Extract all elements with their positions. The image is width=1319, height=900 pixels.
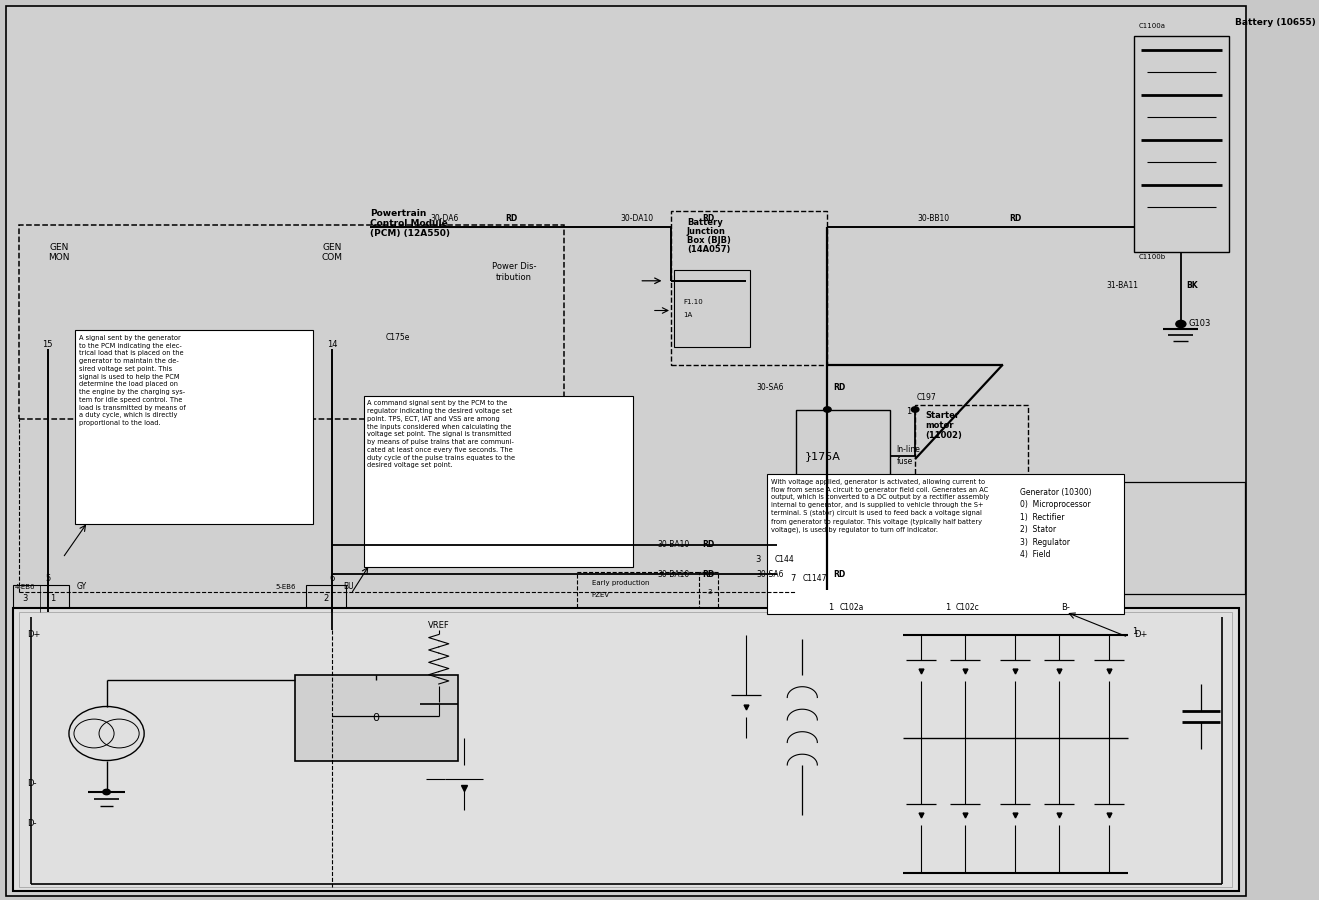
Text: Battery (10655): Battery (10655)	[1235, 18, 1315, 27]
Text: RD: RD	[1009, 214, 1021, 223]
Text: 5: 5	[45, 574, 50, 583]
Text: 0: 0	[372, 713, 380, 723]
Text: C1100a: C1100a	[1138, 22, 1165, 29]
Text: 4-EB6: 4-EB6	[15, 584, 36, 590]
Text: D+: D+	[28, 630, 41, 639]
Text: B-: B-	[1060, 603, 1070, 612]
Text: RD: RD	[834, 570, 845, 579]
Text: fuse: fuse	[897, 457, 913, 466]
Text: Generator (10300)
0)  Microprocessor
1)  Rectifier
2)  Stator
3)  Regulator
4)  : Generator (10300) 0) Microprocessor 1) R…	[1021, 488, 1092, 559]
Text: 1: 1	[906, 407, 911, 416]
Circle shape	[911, 407, 919, 412]
Text: 1: 1	[828, 603, 834, 612]
Text: 3: 3	[756, 555, 761, 564]
Text: GEN
MON: GEN MON	[49, 243, 70, 263]
Bar	[294, 675, 458, 760]
Bar	[364, 396, 633, 567]
Text: C102c: C102c	[955, 603, 979, 612]
Text: C102a: C102a	[840, 603, 864, 612]
Bar	[768, 474, 1125, 614]
Bar	[1134, 36, 1228, 252]
Bar	[306, 585, 346, 612]
Text: C175e: C175e	[386, 333, 410, 342]
Text: BU: BU	[343, 582, 353, 591]
Text: 15: 15	[42, 340, 53, 349]
Text: Power Dis-
tribution: Power Dis- tribution	[492, 262, 537, 282]
Text: 1: 1	[50, 594, 55, 603]
Text: (PCM) (12A550): (PCM) (12A550)	[369, 229, 450, 238]
Text: 14: 14	[327, 340, 338, 349]
Text: GY: GY	[77, 582, 87, 591]
Text: RD: RD	[834, 382, 845, 392]
Circle shape	[823, 501, 831, 507]
Text: 1: 1	[944, 603, 950, 612]
Text: Box (BJB): Box (BJB)	[687, 236, 731, 245]
Circle shape	[1175, 320, 1186, 328]
Bar	[674, 270, 749, 346]
Text: D-: D-	[28, 778, 37, 788]
Text: 30-DA10: 30-DA10	[620, 214, 654, 223]
Bar	[75, 330, 314, 524]
Text: 2: 2	[323, 594, 328, 603]
Text: }175A: }175A	[805, 451, 840, 462]
Bar	[699, 572, 719, 612]
Text: C1147: C1147	[802, 574, 827, 583]
Text: C144: C144	[774, 555, 794, 564]
Text: 3: 3	[707, 590, 712, 595]
Text: 1: 1	[1132, 627, 1137, 636]
Text: RD: RD	[702, 214, 715, 223]
Bar	[797, 410, 890, 504]
Text: 30-BB10: 30-BB10	[918, 214, 950, 223]
Text: A command signal sent by the PCM to the
regulator indicating the desired voltage: A command signal sent by the PCM to the …	[367, 400, 516, 469]
Text: 5-EB6: 5-EB6	[276, 584, 295, 590]
Text: 6: 6	[330, 574, 335, 583]
Text: 30-SA6: 30-SA6	[756, 570, 783, 579]
Text: (14A057): (14A057)	[687, 245, 731, 254]
Text: RD: RD	[505, 214, 517, 223]
Text: C1100b: C1100b	[1138, 254, 1166, 260]
Text: 1A: 1A	[683, 312, 692, 318]
Text: Junction: Junction	[687, 227, 725, 236]
Bar	[18, 225, 565, 418]
Text: 30-DA6: 30-DA6	[431, 214, 459, 223]
Bar	[670, 212, 827, 364]
Text: Powertrain: Powertrain	[369, 209, 426, 218]
Bar	[1013, 482, 1245, 594]
Text: VREF: VREF	[427, 621, 450, 630]
Text: G103: G103	[1188, 320, 1211, 328]
Text: With voltage applied, generator is activated, allowing current to
flow from sens: With voltage applied, generator is activ…	[770, 479, 989, 533]
Bar	[18, 612, 1232, 886]
Text: 7: 7	[790, 574, 797, 583]
Text: 3: 3	[22, 594, 28, 603]
Text: Early production: Early production	[592, 580, 649, 587]
Text: PZEV: PZEV	[592, 592, 609, 598]
Text: motor: motor	[925, 421, 954, 430]
Text: RD: RD	[702, 570, 715, 579]
Circle shape	[435, 701, 442, 706]
Text: Starter: Starter	[925, 411, 959, 420]
Bar	[13, 585, 69, 612]
Text: 30-BA10: 30-BA10	[657, 570, 690, 579]
Text: F1.10: F1.10	[683, 299, 703, 304]
Text: 30-BA10: 30-BA10	[657, 540, 690, 549]
Bar	[915, 405, 1028, 513]
Circle shape	[103, 789, 111, 795]
Text: (11002): (11002)	[925, 431, 962, 440]
Text: D+: D+	[1134, 630, 1148, 639]
Text: D-: D-	[28, 819, 37, 828]
Text: GEN
COM: GEN COM	[322, 243, 343, 263]
Text: BK: BK	[1186, 281, 1198, 290]
Text: A signal sent by the generator
to the PCM indicating the elec-
trical load that : A signal sent by the generator to the PC…	[79, 335, 186, 426]
Text: 30-SA6: 30-SA6	[756, 382, 783, 392]
Circle shape	[823, 407, 831, 412]
Text: C197: C197	[917, 393, 936, 402]
Bar	[13, 608, 1239, 891]
Text: 31-BA11: 31-BA11	[1107, 281, 1138, 290]
Bar	[576, 572, 715, 612]
Text: Battery: Battery	[687, 218, 723, 227]
Text: RD: RD	[702, 540, 715, 549]
Text: Control Module: Control Module	[369, 219, 447, 228]
Text: In-line: In-line	[897, 446, 921, 454]
